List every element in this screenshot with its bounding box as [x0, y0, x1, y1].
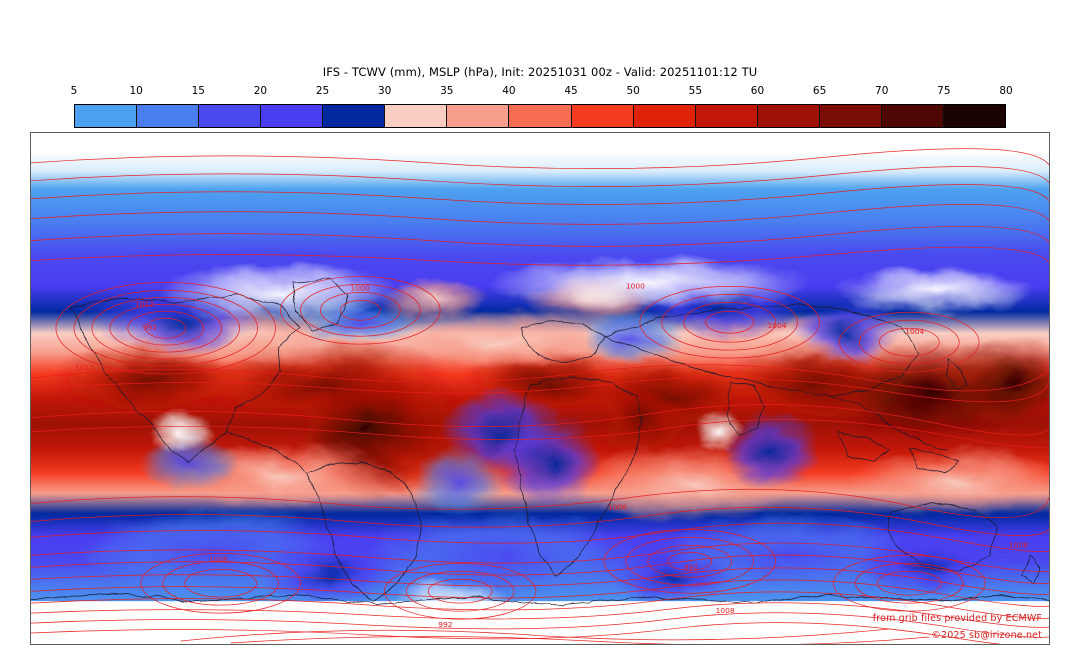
colorbar	[74, 104, 1006, 128]
colorbar-tick-45: 45	[564, 85, 578, 97]
colorbar-tick-40: 40	[502, 85, 516, 97]
colorbar-bin-50-55	[633, 105, 696, 127]
colorbar-bin-20-25	[261, 105, 324, 127]
colorbar-bin-40-45	[509, 105, 572, 127]
colorbar-bin-15-20	[199, 105, 262, 127]
colorbar-bin-60-65	[757, 105, 820, 127]
colorbar-tick-70: 70	[875, 85, 889, 97]
isobar-label: 1012	[135, 299, 154, 308]
isobar-label: 1008	[1009, 540, 1028, 549]
isobar-label: 1008	[716, 606, 735, 615]
colorbar-tick-labels: 5 10 15 20 25 30 35 40 45 50 55 60 65 70 75 80	[70, 85, 1013, 101]
isobar-label: 992	[143, 323, 157, 332]
colorbar-bin-45-50	[571, 105, 634, 127]
isobar-label: 1000	[350, 283, 369, 292]
colorbar-bin-70-75	[881, 105, 944, 127]
isobar-label: 1008	[608, 503, 627, 512]
colorbar-tick-50: 50	[626, 85, 640, 97]
isobar-label: 1004	[768, 321, 787, 330]
isobar-label: 1008	[209, 554, 228, 563]
colorbar-swatches	[74, 104, 1006, 128]
colorbar-tick-55: 55	[688, 85, 703, 97]
colorbar-tick-15: 15	[191, 85, 205, 97]
colorbar-tick-10: 10	[129, 85, 143, 97]
colorbar-bin-10-15	[137, 105, 200, 127]
colorbar-bin-65-70	[819, 105, 882, 127]
colorbar-bin-25-30	[323, 105, 386, 127]
colorbar-tick-65: 65	[812, 85, 827, 97]
colorbar-tick-60: 60	[750, 85, 765, 97]
page-title: IFS - TCWV (mm), MSLP (hPa), Init: 20251…	[322, 65, 758, 79]
isobar-label: 1004	[905, 327, 924, 336]
colorbar-bin-30-35	[385, 105, 448, 127]
isobar-label: 992	[438, 620, 452, 629]
colorbar-bin-75-80	[943, 105, 1005, 127]
colorbar-tick-80: 80	[999, 85, 1013, 97]
colorbar-tick-20: 20	[253, 85, 268, 97]
colorbar-bin-55-60	[695, 105, 758, 127]
data-source-credit: from grib files provided by ECMWF	[872, 613, 1042, 624]
isobar-label: 1012	[75, 363, 94, 372]
colorbar-tick-5: 5	[70, 85, 78, 97]
isobar-label: 992	[684, 562, 698, 571]
isobar-label: 1000	[626, 281, 645, 290]
map-canvas: 992 1000 1000 1004 1004 1008 1008 992 10…	[30, 132, 1050, 645]
arctic-top-fill	[31, 133, 1049, 153]
colorbar-tick-30: 30	[377, 85, 392, 97]
isobar-labels: 992 1000 1000 1004 1004 1008 1008 992 10…	[75, 281, 1028, 629]
copyright-credit: ©2025 sb@irizone.net	[931, 630, 1042, 641]
colorbar-bin-5-10	[75, 105, 138, 127]
colorbar-tick-75: 75	[937, 85, 951, 97]
colorbar-tick-35: 35	[440, 85, 454, 97]
map-plot: 992 1000 1000 1004 1004 1008 1008 992 10…	[31, 133, 1049, 644]
colorbar-bin-35-40	[447, 105, 510, 127]
mslp-isobars	[31, 148, 1049, 644]
colorbar-tick-25: 25	[315, 85, 330, 97]
